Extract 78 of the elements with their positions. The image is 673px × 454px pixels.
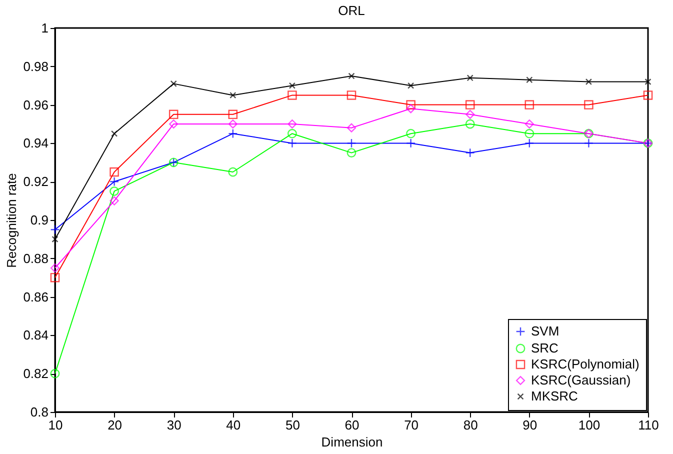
chart-title: ORL [338,3,365,18]
point [288,119,297,129]
legend-label: SRC [531,340,558,356]
y-axis-title: Recognition rate [4,173,20,268]
y-tick-label: 0.84 [23,328,48,343]
point [288,82,296,89]
y-tick-label: 0.82 [23,366,48,382]
y-tick-label: 0.9 [30,212,48,228]
point [348,72,355,80]
x-tick-label: 80 [463,418,478,432]
y-tick-label: 1 [41,20,48,36]
y-tick-label: 0.86 [23,289,48,304]
point [50,272,60,282]
point [50,263,60,273]
legend-label: KSRC(Gaussian) [531,372,631,388]
point [466,110,475,119]
y-tick-label: 0.96 [23,97,48,112]
point [287,138,297,148]
legend-label: SVM [531,324,560,338]
point [228,128,238,138]
point [524,138,534,148]
point [288,90,297,100]
y-tick-label: 0.8 [30,404,48,420]
x-tick-label: 30 [166,418,182,432]
point [346,148,356,158]
point [168,110,178,120]
x-tick-label: 50 [285,418,300,432]
x-axis-title: Dimension [321,434,383,450]
point [346,90,356,100]
point [287,128,297,138]
x-tick-label: 110 [638,418,659,432]
x-tick-label: 20 [108,418,122,432]
y-tick-label: 0.94 [23,136,48,151]
point [230,92,236,99]
point [585,78,592,86]
point [169,119,178,129]
point [406,100,416,110]
point [110,186,120,196]
point [526,76,533,84]
point [524,100,534,110]
point [406,138,416,148]
x-tick-label: 90 [522,418,538,432]
legend-label: KSRC(Polynomial) [531,356,640,372]
point [110,176,120,186]
point [228,110,238,120]
point [110,130,118,137]
point [110,167,119,177]
point [50,224,60,234]
point [584,100,594,110]
point [524,128,534,138]
point [346,138,356,148]
point [110,196,119,206]
point [584,138,594,148]
point [50,368,60,378]
legend-label: MKSRC [531,388,578,404]
point [170,80,177,87]
point [465,148,475,158]
x-tick-label: 10 [48,418,63,432]
y-tick-label: 0.88 [23,250,48,266]
y-tick-label: 0.98 [23,58,48,74]
x-tick-label: 60 [344,418,360,432]
x-tick-label: 70 [404,418,419,432]
point [466,74,474,82]
point [406,128,416,138]
point [407,82,414,89]
point [406,104,416,114]
point [465,119,475,129]
y-tick-label: 0.92 [23,174,48,190]
point [644,78,652,86]
point [346,123,356,132]
point [228,119,238,129]
point [524,119,534,129]
point [52,236,58,243]
point [643,90,653,100]
point [465,100,475,110]
x-tick-label: 40 [226,418,241,432]
x-tick-label: 100 [578,418,600,432]
point [228,167,238,177]
